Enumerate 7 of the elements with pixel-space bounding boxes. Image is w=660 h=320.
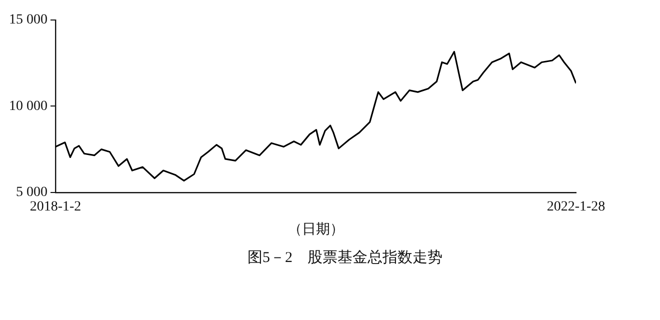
x-tick-label: 2018-1-2 <box>30 199 82 214</box>
text: 图5－2 股票基金总指数走势 <box>246 248 444 267</box>
y-tick-label: 15 000 <box>9 12 48 28</box>
y-tick-label: 10 000 <box>9 98 48 114</box>
x-tick-label: 2022-1-28 <box>546 199 606 214</box>
y-tick-label: 5 000 <box>16 185 48 200</box>
x-axis-title: （日期） <box>288 221 344 238</box>
